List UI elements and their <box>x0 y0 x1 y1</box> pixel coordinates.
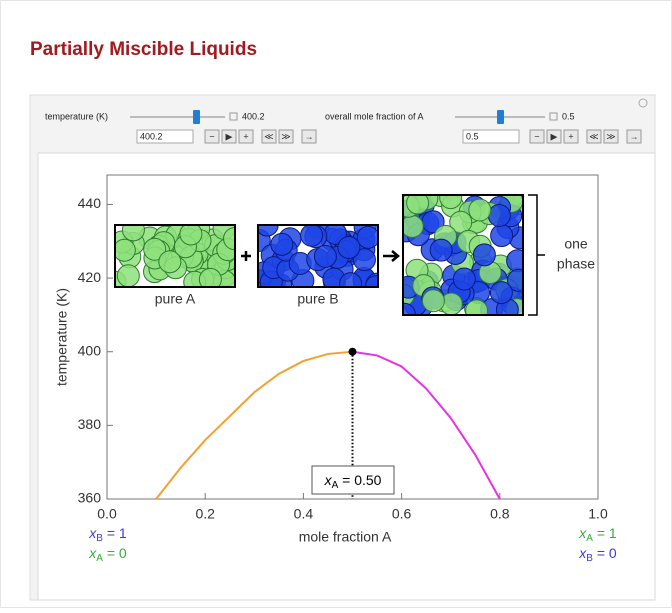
molecule <box>117 265 139 287</box>
molecule <box>338 236 360 258</box>
control-value: 400.2 <box>242 111 265 121</box>
x-tick-label: 0.2 <box>195 506 215 522</box>
anim-icon: → <box>630 131 639 141</box>
molecule <box>453 268 475 290</box>
value: = 0.50 <box>338 472 381 488</box>
molecule <box>159 251 181 273</box>
molecule <box>473 244 495 266</box>
x-tick-label: 0.6 <box>392 506 412 522</box>
molecule <box>180 223 202 245</box>
slider-thumb[interactable] <box>193 110 200 124</box>
page: Partially Miscible Liquids temperature (… <box>0 0 672 608</box>
anim-icon: ▶ <box>226 131 233 141</box>
anim-icon: ▶ <box>551 131 558 141</box>
y-tick-label: 400 <box>78 342 102 358</box>
slider-thumb[interactable] <box>497 110 504 124</box>
x-tick-label: 1.0 <box>588 506 608 522</box>
y-tick-label: 380 <box>78 416 102 432</box>
molecule <box>469 199 491 221</box>
anim-icon: + <box>243 131 248 141</box>
molecule <box>488 205 510 227</box>
y-axis-label: temperature (K) <box>54 288 70 386</box>
molecule <box>113 239 135 261</box>
anim-icon: → <box>305 131 314 141</box>
value: = 1 <box>593 525 617 541</box>
x-tick-label: 0.4 <box>294 506 314 522</box>
value: = 0 <box>593 545 617 561</box>
molecule <box>490 282 512 304</box>
box-label: pure B <box>297 291 338 307</box>
y-tick-label: 420 <box>78 269 102 285</box>
molecule <box>357 226 379 248</box>
value: = 0 <box>103 545 127 561</box>
control-label: overall mole fraction of A <box>325 111 424 121</box>
y-tick-label: 360 <box>78 490 102 506</box>
molecule <box>314 245 336 267</box>
input-value: 0.5 <box>466 131 479 141</box>
anim-icon: − <box>209 131 214 141</box>
molecule <box>271 233 293 255</box>
anim-icon: ≪ <box>264 131 273 141</box>
molecule <box>401 215 423 237</box>
anim-icon: ≫ <box>281 131 290 141</box>
value: = 1 <box>103 525 127 541</box>
x-tick-label: 0.8 <box>490 506 510 522</box>
box-label: pure A <box>155 291 196 307</box>
x-tick-label: 0.0 <box>97 506 117 522</box>
x-axis-label: mole fraction A <box>299 529 392 545</box>
molecule <box>422 290 444 312</box>
control-label: temperature (K) <box>45 111 108 121</box>
control-value: 0.5 <box>562 111 575 121</box>
y-tick-label: 440 <box>78 195 102 211</box>
phase-label: phase <box>557 256 595 272</box>
title: Partially Miscible Liquids <box>30 39 257 60</box>
molecule <box>491 225 513 247</box>
anim-icon: ≪ <box>589 131 598 141</box>
phase-label: one <box>564 236 588 252</box>
marker <box>349 348 357 356</box>
anim-icon: + <box>568 131 573 141</box>
anim-icon: − <box>534 131 539 141</box>
input-value: 400.2 <box>140 131 163 141</box>
molecule <box>430 239 452 261</box>
anim-icon: ≫ <box>606 131 615 141</box>
molecule <box>301 224 323 246</box>
